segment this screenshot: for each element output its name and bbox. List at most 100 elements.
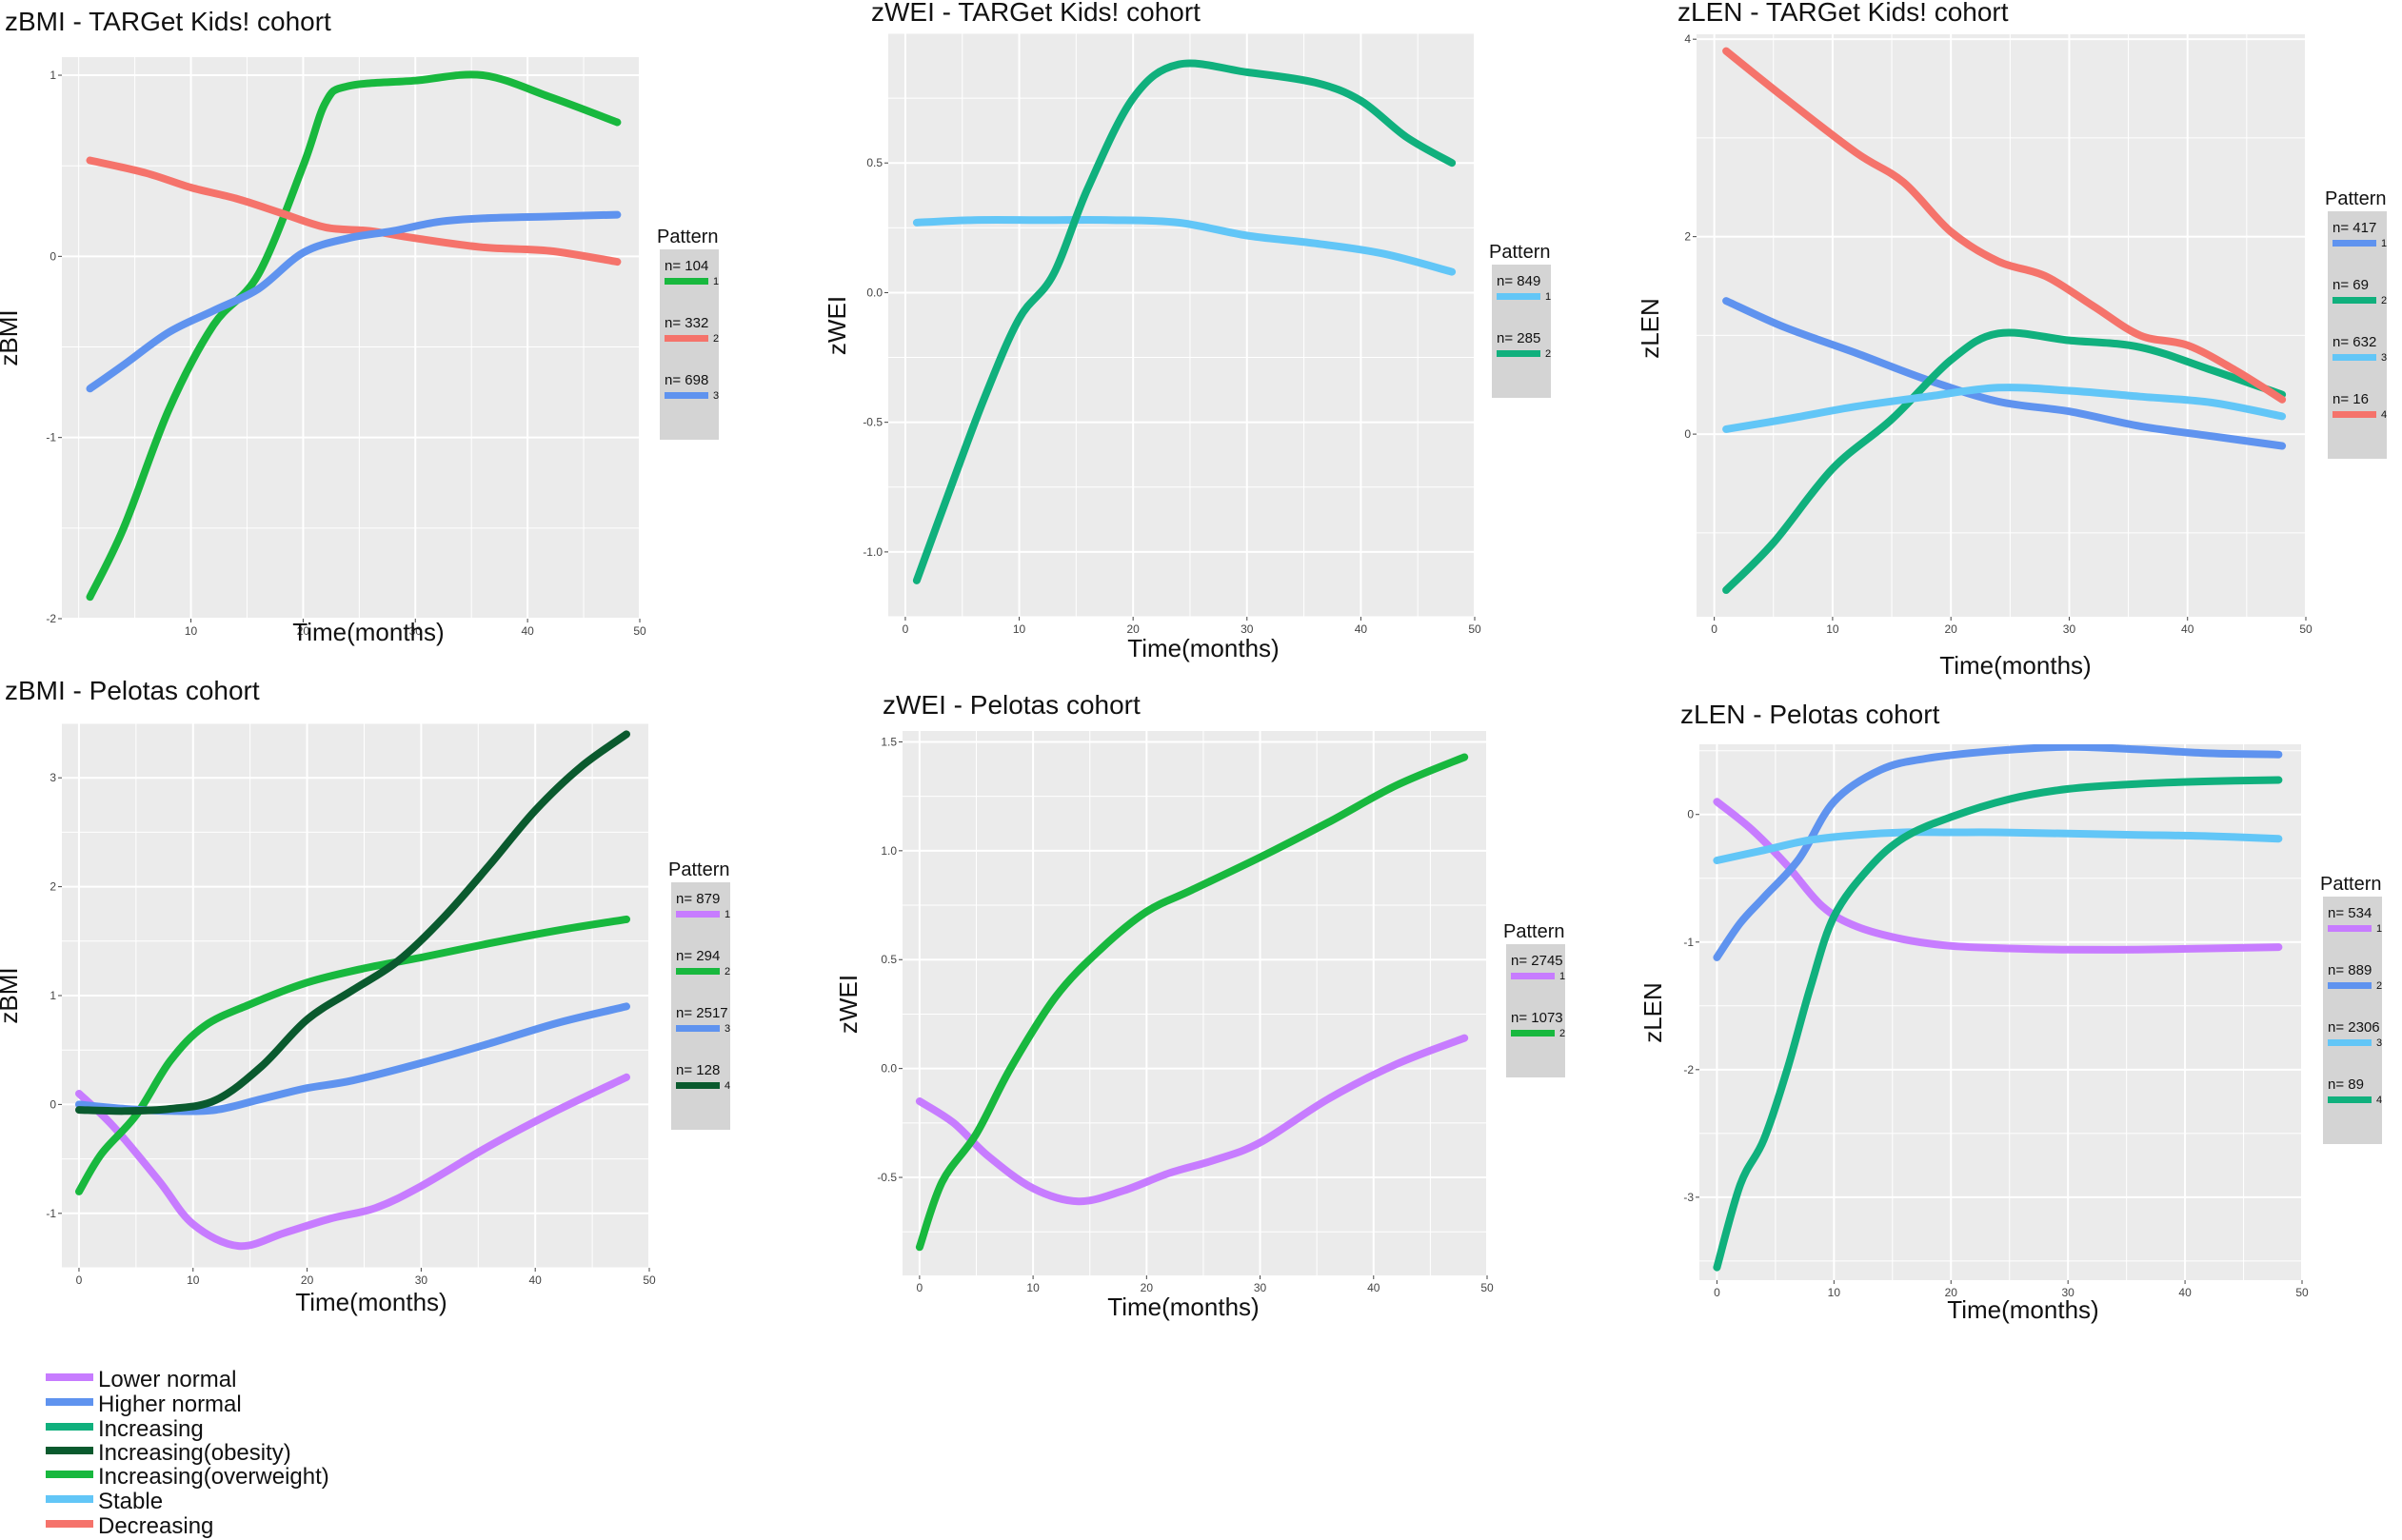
x-axis-title: Time(months) <box>1127 634 1279 662</box>
series-line-3 <box>1713 828 2283 864</box>
x-tick-label: 10 <box>187 1273 200 1287</box>
series-line-4 <box>1722 47 2287 404</box>
global-legend-swatch <box>46 1398 93 1406</box>
legend-count: n= 417 <box>2333 220 2376 236</box>
series-line-1 <box>75 1073 630 1251</box>
legend-key-1 <box>665 278 708 285</box>
legend-key-1 <box>676 911 720 918</box>
y-tick-label: 0 <box>1687 808 1694 821</box>
x-tick-label: 40 <box>529 1273 543 1287</box>
legend-count: n= 632 <box>2333 334 2376 350</box>
global-legend-label: Decreasing <box>98 1513 213 1539</box>
chart-title: zWEI - Pelotas cohort <box>883 690 1141 720</box>
x-tick-label: 40 <box>1367 1281 1380 1294</box>
series-line-2 <box>912 59 1457 584</box>
x-tick-label: 10 <box>185 624 198 638</box>
x-tick-label: 40 <box>2178 1286 2192 1299</box>
chart-title: zLEN - TARGet Kids! cohort <box>1677 0 2009 27</box>
x-tick-label: 10 <box>1828 1286 1841 1299</box>
x-tick-label: 0 <box>76 1273 83 1287</box>
legend-index: 2 <box>713 333 719 345</box>
legend-index: 2 <box>2381 295 2387 306</box>
global-legend-swatch <box>46 1520 93 1528</box>
y-tick-label: 2 <box>50 880 56 894</box>
legend-index: 2 <box>1545 348 1551 360</box>
y-tick-label: 1.0 <box>881 844 897 858</box>
global-legend-label: Increasing(overweight) <box>98 1464 329 1490</box>
legend-count: n= 1073 <box>1511 1010 1563 1026</box>
chart-panel-6: zLEN - Pelotas cohort 0 10 20 30 40 50 -3 -2 -1 0 T… <box>1638 700 2382 1324</box>
global-legend-label: Increasing(obesity) <box>98 1440 291 1466</box>
series-lines <box>912 59 1457 584</box>
legend-index: 1 <box>2381 238 2387 249</box>
legend-key-3 <box>676 1025 720 1032</box>
legend-key-2 <box>1497 350 1540 357</box>
series-lines <box>1713 744 2283 1272</box>
x-tick-label: 0 <box>1711 622 1717 636</box>
y-axis-title: zLEN <box>1638 982 1667 1043</box>
series-line-2 <box>915 753 1469 1252</box>
x-tick-label: 20 <box>301 1273 314 1287</box>
y-tick-label: 4 <box>1684 32 1691 46</box>
y-tick-label: 1.5 <box>881 735 897 748</box>
legend-index: 1 <box>713 276 719 287</box>
y-axis-title: zLEN <box>1636 298 1664 359</box>
legend-title: Pattern <box>2325 188 2386 209</box>
y-tick-label: -3 <box>1683 1191 1694 1204</box>
x-axis-title: Time(months) <box>1107 1293 1259 1321</box>
y-tick-label: 0 <box>50 1097 56 1111</box>
legend-key-1 <box>2333 240 2376 247</box>
y-tick-label: -0.5 <box>863 416 883 429</box>
legend-count: n= 104 <box>665 258 708 274</box>
x-tick-label: 20 <box>1141 1281 1154 1294</box>
legend-key-4 <box>2333 411 2376 418</box>
chart-panel-3: zLEN - TARGet Kids! cohort 0 10 20 30 40 50 0 2 4… <box>1636 0 2387 680</box>
plot-background <box>62 57 640 619</box>
y-axis-title: zWEI <box>823 296 851 355</box>
legend-index: 3 <box>725 1023 730 1035</box>
gridlines <box>888 32 1476 618</box>
legend-title: Pattern <box>1503 921 1564 942</box>
legend-key-1 <box>1497 293 1540 300</box>
x-tick-label: 30 <box>2061 1286 2074 1299</box>
x-tick-label: 10 <box>1826 622 1839 636</box>
legend-key-2 <box>665 335 708 342</box>
y-tick-label: -2 <box>1683 1063 1694 1076</box>
y-tick-label: 1 <box>50 989 56 1002</box>
series-lines <box>1722 47 2287 594</box>
chart-title: zLEN - Pelotas cohort <box>1680 700 1940 729</box>
y-tick-label: 0.0 <box>881 1062 897 1076</box>
legend-count: n= 889 <box>2328 962 2372 978</box>
legend-title: Pattern <box>2320 874 2381 895</box>
x-tick-label: 0 <box>1714 1286 1720 1299</box>
series-line-3 <box>1722 384 2287 433</box>
legend-index: 3 <box>2376 1037 2382 1049</box>
series-line-1 <box>1722 297 2287 450</box>
y-tick-label: 0 <box>50 249 56 263</box>
chart-panel-2: zWEI - TARGet Kids! cohort 0 10 20 30 40 50 -1.… <box>823 0 1551 662</box>
gridlines <box>62 57 641 620</box>
global-legend-swatch <box>46 1373 93 1381</box>
series-line-3 <box>86 210 622 393</box>
global-legend-label: Increasing <box>98 1416 204 1442</box>
x-tick-label: 10 <box>1026 1281 1040 1294</box>
x-tick-label: 30 <box>2063 622 2076 636</box>
legend-index: 4 <box>2381 409 2387 421</box>
legend-key-3 <box>665 392 708 399</box>
y-tick-label: -1 <box>46 1207 56 1220</box>
y-tick-label: 0 <box>1684 427 1691 441</box>
legend-index: 1 <box>1559 971 1565 982</box>
series-line-1 <box>915 1034 1469 1206</box>
x-tick-label: 30 <box>409 624 423 638</box>
x-tick-label: 0 <box>917 1281 923 1294</box>
legend-count: n= 89 <box>2328 1076 2364 1093</box>
legend-key-2 <box>2328 982 2372 989</box>
legend-index: 1 <box>2376 923 2382 935</box>
series-line-2 <box>75 915 630 1195</box>
legend-count: n= 16 <box>2333 391 2369 407</box>
x-tick-label: 20 <box>1126 622 1140 636</box>
x-axis-title: Time(months) <box>1947 1295 2098 1324</box>
plot-background <box>903 731 1487 1275</box>
